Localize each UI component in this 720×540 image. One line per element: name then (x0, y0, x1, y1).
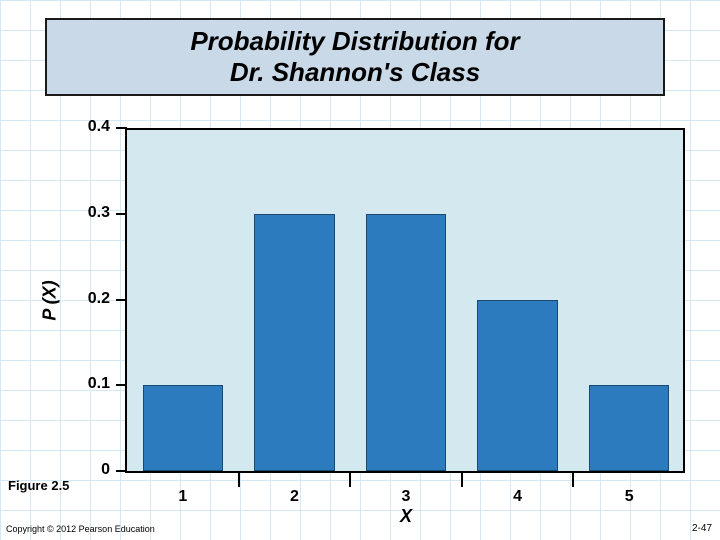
x-tick-label: 2 (290, 488, 299, 506)
y-tick (116, 127, 127, 129)
x-tick (238, 471, 240, 487)
x-axis-line (127, 471, 685, 473)
y-axis-label: P (X) (40, 280, 61, 320)
bar (477, 300, 557, 472)
y-tick-label: 0.3 (60, 204, 110, 222)
x-tick-label: 3 (402, 488, 411, 506)
page-number: 2-47 (692, 523, 712, 534)
y-tick-label: 0.2 (60, 290, 110, 308)
x-tick (461, 471, 463, 487)
x-tick-label: 1 (178, 488, 187, 506)
title-line1: Probability Distribution for (190, 26, 519, 57)
y-tick-label: 0 (60, 461, 110, 479)
x-tick-label: 4 (513, 488, 522, 506)
y-tick (116, 299, 127, 301)
y-tick-label: 0.1 (60, 375, 110, 393)
y-axis-line (125, 128, 127, 473)
y-tick-label: 0.4 (60, 118, 110, 136)
y-tick (116, 213, 127, 215)
x-tick (349, 471, 351, 487)
bar (589, 385, 669, 471)
bar (254, 214, 334, 471)
copyright-text: Copyright © 2012 Pearson Education (6, 524, 155, 534)
title-line2: Dr. Shannon's Class (230, 57, 480, 88)
y-tick (116, 470, 127, 472)
figure-caption: Figure 2.5 (8, 478, 69, 493)
bar (143, 385, 223, 471)
x-axis-label: X (400, 506, 412, 527)
bar (366, 214, 446, 471)
x-tick-label: 5 (625, 488, 634, 506)
chart-title-box: Probability Distribution for Dr. Shannon… (45, 18, 665, 96)
y-tick (116, 384, 127, 386)
x-tick (572, 471, 574, 487)
